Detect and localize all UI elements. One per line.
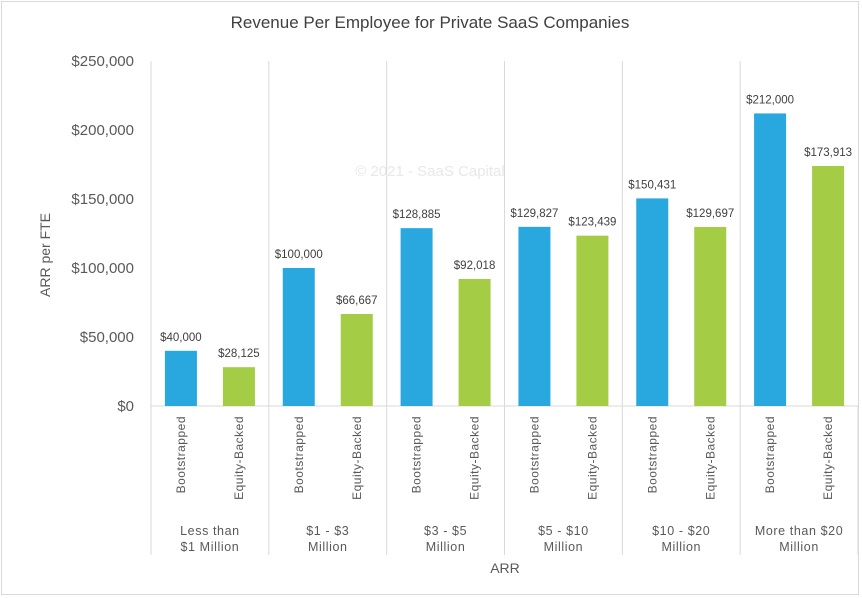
bar-bootstrapped xyxy=(754,113,787,406)
x-sublabel: Bootstrapped xyxy=(292,416,306,493)
y-tick-label: $100,000 xyxy=(71,260,134,277)
bar-bootstrapped xyxy=(400,228,433,406)
x-group-label: Million xyxy=(426,540,466,554)
bar-bootstrapped xyxy=(636,198,669,406)
x-sublabel: Bootstrapped xyxy=(527,416,541,493)
x-sublabel: Equity-Backed xyxy=(350,416,364,500)
x-group-label: More than $20 xyxy=(755,524,843,538)
x-group-label: Million xyxy=(308,540,348,554)
bar-equity-backed xyxy=(694,227,727,406)
y-tick-label: $200,000 xyxy=(71,122,134,139)
x-group-label: $3 - $5 xyxy=(424,524,467,538)
x-sublabel: Bootstrapped xyxy=(763,416,777,493)
bar-equity-backed xyxy=(576,235,609,406)
x-group-label: $1 Million xyxy=(181,540,240,554)
x-sublabel: Equity-Backed xyxy=(585,416,599,500)
x-sublabel: Equity-Backed xyxy=(821,416,835,500)
bar-bootstrapped xyxy=(518,226,551,406)
y-tick-label: $0 xyxy=(117,398,134,415)
data-label: $100,000 xyxy=(275,249,323,261)
data-label: $212,000 xyxy=(746,94,794,106)
data-label: $128,885 xyxy=(393,209,441,221)
x-group-label: Million xyxy=(661,540,701,554)
data-label: $28,125 xyxy=(218,348,260,360)
bar-bootstrapped xyxy=(164,350,197,406)
bar-equity-backed xyxy=(812,166,845,406)
y-tick-label: $50,000 xyxy=(80,329,134,346)
y-tick-label: $250,000 xyxy=(71,53,134,70)
bar-equity-backed xyxy=(458,279,491,406)
data-label: $129,697 xyxy=(686,208,734,220)
x-group-label: Million xyxy=(544,540,584,554)
data-label: $123,439 xyxy=(568,217,616,229)
bar-bootstrapped xyxy=(282,268,315,406)
x-sublabel: Bootstrapped xyxy=(174,416,188,493)
x-sublabel: Equity-Backed xyxy=(468,416,482,500)
x-axis-title: ARR xyxy=(490,560,520,576)
y-axis-title: ARR per FTE xyxy=(37,213,53,297)
x-group-label: $1 - $3 xyxy=(306,524,349,538)
data-label: $92,018 xyxy=(454,260,496,272)
chart-title: Revenue Per Employee for Private SaaS Co… xyxy=(231,13,630,32)
data-label: $173,913 xyxy=(804,147,852,159)
x-sublabel: Bootstrapped xyxy=(410,416,424,493)
x-sublabel: Equity-Backed xyxy=(703,416,717,500)
x-group-label: Less than xyxy=(180,524,240,538)
x-group-label: $5 - $10 xyxy=(538,524,589,538)
x-group-label: $10 - $20 xyxy=(652,524,710,538)
data-label: $129,827 xyxy=(510,208,558,220)
x-sublabel: Equity-Backed xyxy=(232,416,246,500)
data-label: $150,431 xyxy=(628,179,676,191)
x-sublabel: Bootstrapped xyxy=(645,416,659,493)
data-label: $40,000 xyxy=(160,332,202,344)
data-label: $66,667 xyxy=(336,295,378,307)
bar-equity-backed xyxy=(340,313,373,406)
bar-equity-backed xyxy=(222,367,255,406)
y-tick-label: $150,000 xyxy=(71,191,134,208)
watermark: © 2021 - SaaS Capital xyxy=(355,163,504,180)
x-group-label: Million xyxy=(779,540,819,554)
